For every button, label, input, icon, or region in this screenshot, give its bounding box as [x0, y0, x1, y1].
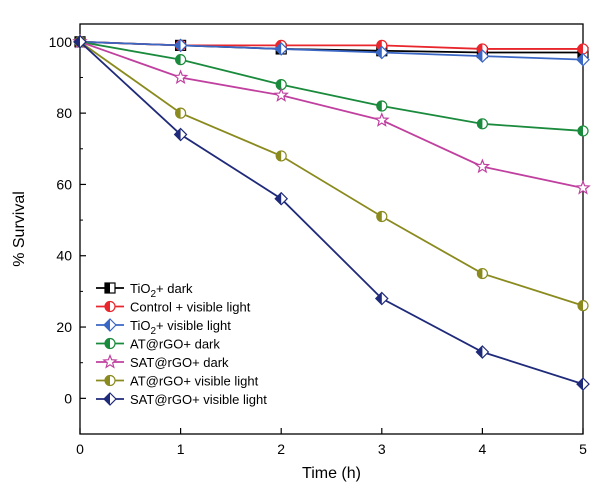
data-point [273, 87, 289, 102]
legend-marker [103, 318, 117, 332]
x-axis-title: Time (h) [302, 465, 361, 482]
data-point [475, 345, 490, 359]
series-line [79, 41, 584, 385]
series-line [79, 41, 584, 307]
data-point [175, 54, 187, 66]
x-tick-label: 3 [378, 441, 386, 457]
legend-entry: SAT@rGO+ visible light [96, 392, 267, 407]
data-point [274, 42, 289, 56]
data-point [475, 49, 490, 63]
legend-entry: Control + visible light [96, 300, 251, 315]
series-line [79, 40, 584, 132]
data-point [577, 125, 589, 137]
series-7 [73, 34, 590, 391]
data-point [476, 267, 488, 280]
legend-marker [104, 300, 116, 313]
data-point [73, 34, 87, 49]
series-line [79, 40, 584, 189]
data-point [374, 112, 390, 127]
y-tick-label: 0 [64, 390, 72, 406]
data-point [575, 179, 591, 195]
legend-label: SAT@rGO+ dark [130, 355, 229, 370]
plot-frame [79, 23, 584, 435]
legend-entry: TiO2+ dark [96, 281, 193, 300]
series-line [79, 40, 584, 61]
legend-entry: AT@rGO+ visible light [96, 374, 259, 389]
data-point [576, 377, 590, 391]
x-tick-label: 0 [76, 441, 84, 457]
data-point [577, 300, 589, 312]
x-tick-label: 4 [479, 441, 487, 457]
data-point [374, 291, 389, 306]
y-axis-title: % Survival [11, 191, 28, 267]
legend-marker [102, 353, 118, 369]
data-point [274, 191, 289, 206]
data-point [376, 210, 388, 223]
x-axis-ticks: 0 1 2 3 4 5 [76, 428, 587, 457]
y-tick-label: 100 [49, 34, 73, 50]
legend-marker [103, 392, 117, 406]
series-5 [72, 33, 591, 195]
y-tick-label: 40 [56, 248, 72, 264]
legend-marker [104, 282, 116, 294]
x-tick-label: 2 [277, 441, 285, 457]
data-point [374, 45, 389, 60]
legend-marker [104, 337, 116, 350]
series-6 [74, 36, 589, 312]
series-layer [72, 33, 591, 391]
legend-label: TiO2+ dark [130, 281, 193, 300]
legend-label: SAT@rGO+ visible light [130, 392, 267, 407]
y-axis-ticks: 0 20 40 60 80 100 [49, 34, 86, 435]
y-tick-label: 80 [56, 105, 72, 121]
data-point [275, 150, 287, 162]
data-point [172, 69, 189, 85]
data-point [476, 118, 488, 130]
legend-entry: AT@rGO+ dark [96, 337, 220, 352]
data-point [175, 107, 187, 119]
data-point [275, 79, 287, 91]
legend-label: Control + visible light [130, 300, 251, 315]
plot-border [79, 23, 584, 435]
data-point [376, 100, 388, 112]
y-tick-label: 20 [56, 319, 72, 335]
data-point [474, 158, 491, 174]
legend-label: AT@rGO+ visible light [130, 374, 259, 389]
y-tick-label: 60 [56, 176, 72, 192]
legend-marker [104, 374, 116, 387]
data-point [173, 38, 188, 53]
x-tick-label: 1 [177, 441, 185, 457]
legend-entry: TiO2+ visible light [96, 318, 231, 337]
series-3 [73, 34, 590, 67]
series-4 [74, 36, 589, 137]
legend-label: AT@rGO+ dark [130, 337, 220, 352]
data-point [576, 52, 590, 67]
x-tick-label: 5 [579, 441, 587, 457]
data-point [173, 127, 188, 142]
legend-entry: SAT@rGO+ dark [96, 353, 229, 370]
legend-label: TiO2+ visible light [130, 318, 231, 337]
data-point [577, 43, 589, 55]
